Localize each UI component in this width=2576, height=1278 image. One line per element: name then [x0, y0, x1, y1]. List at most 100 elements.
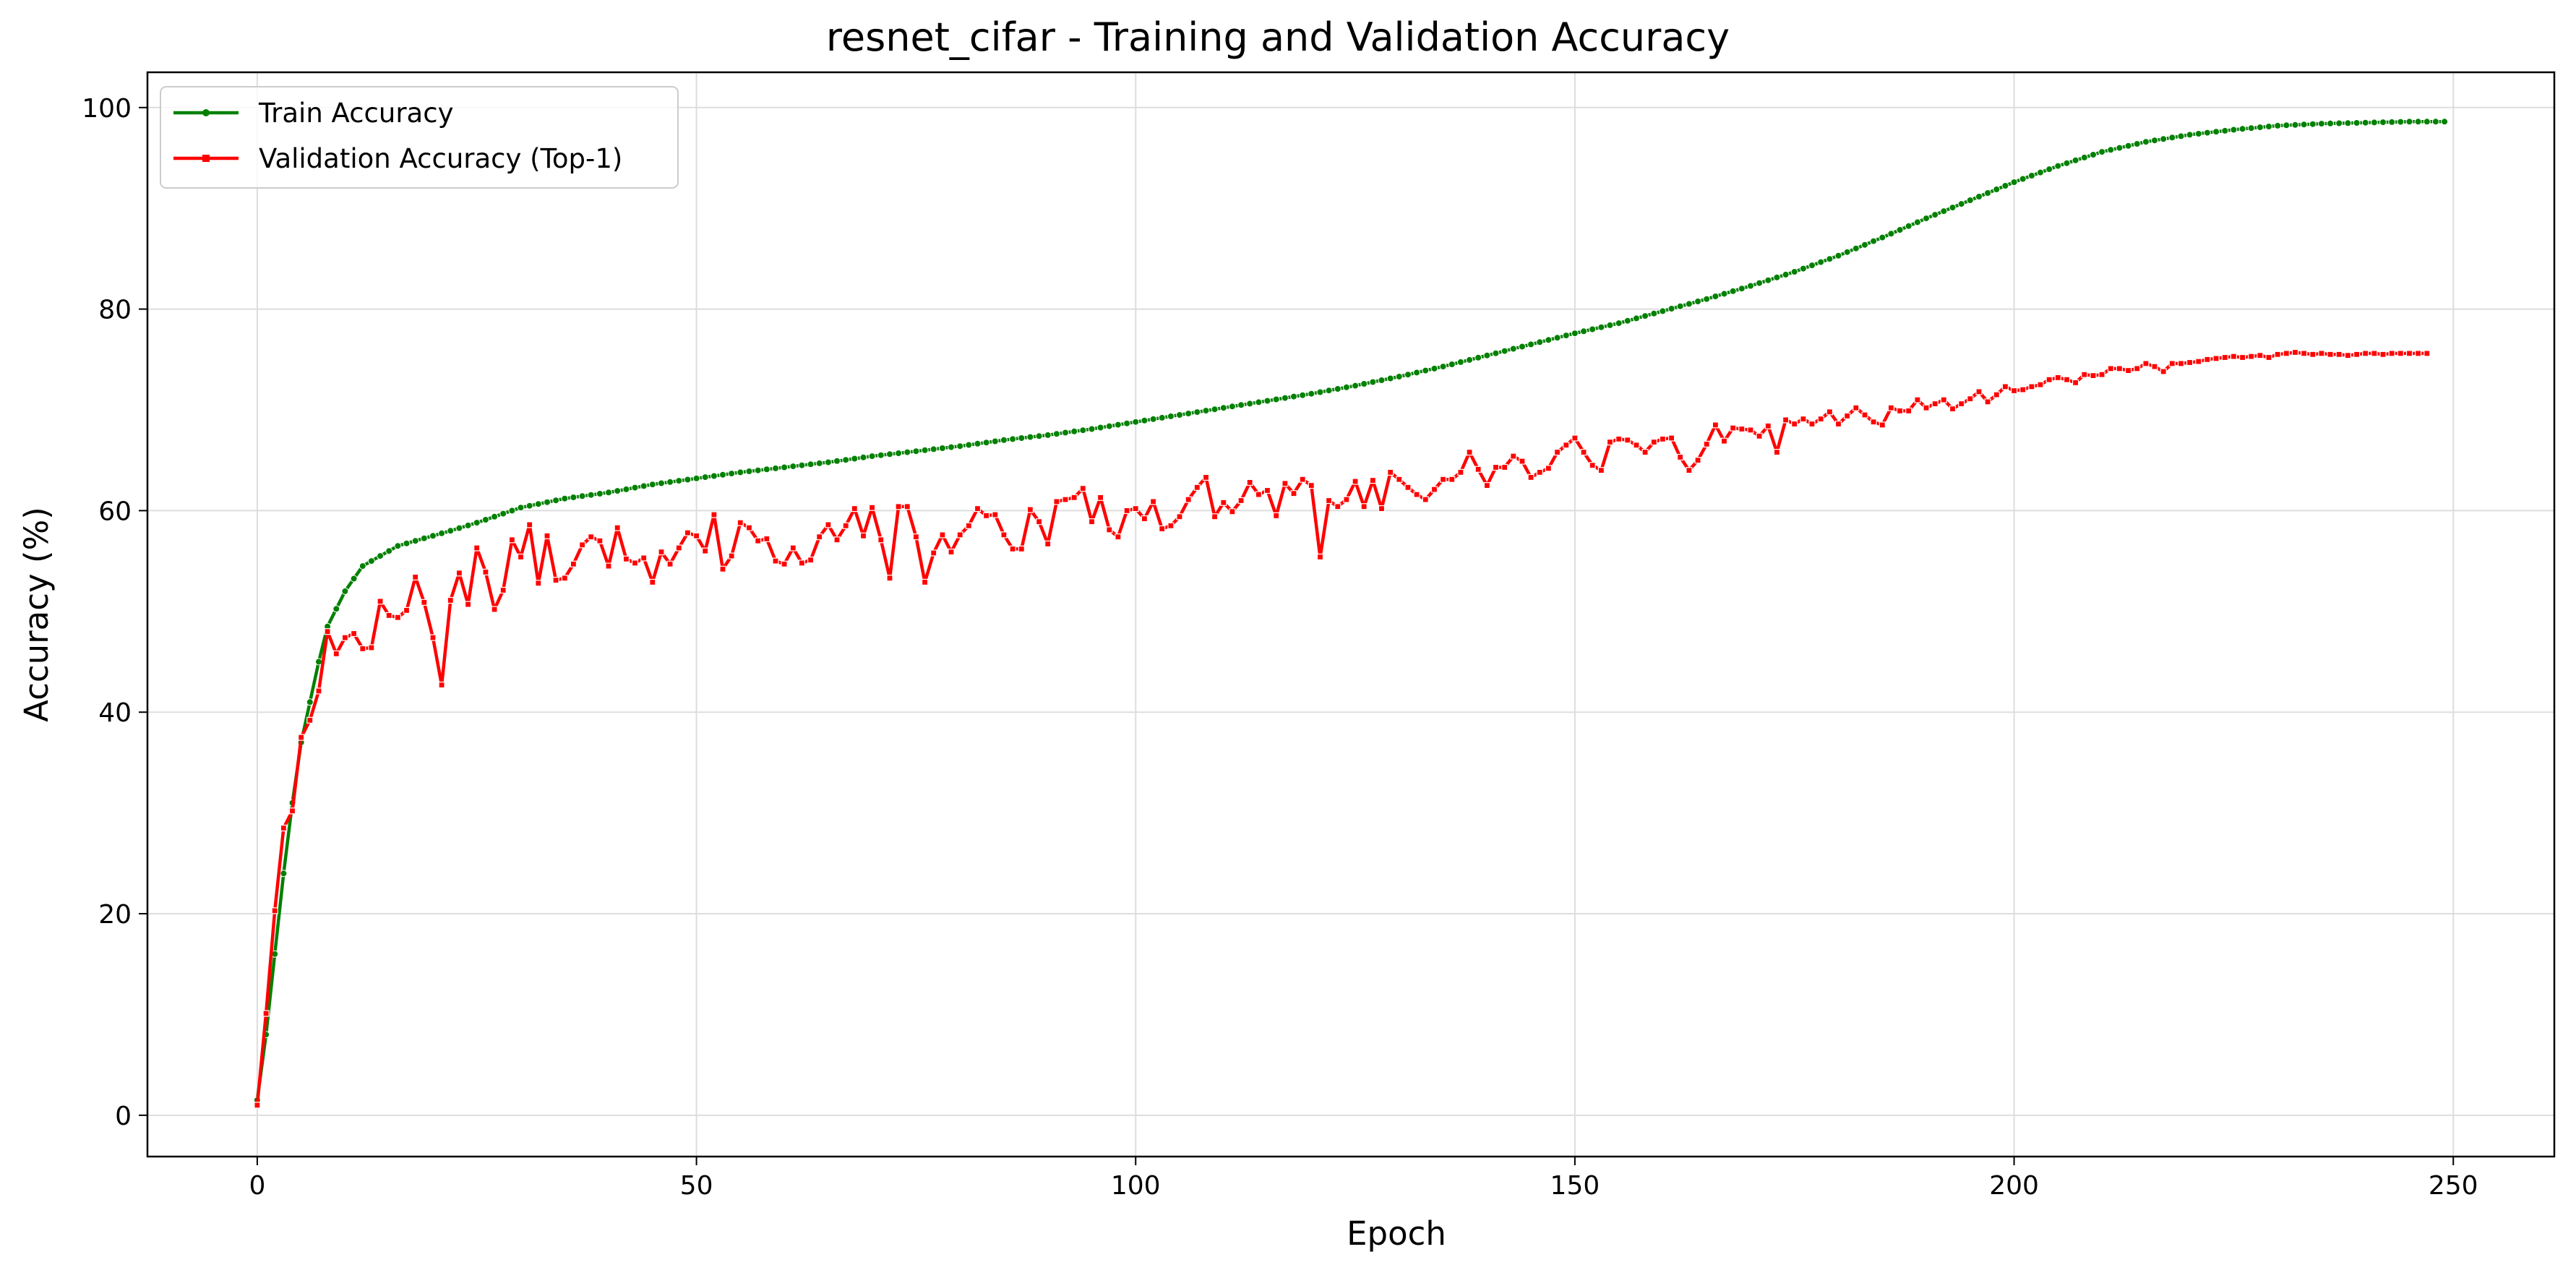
data-point	[710, 511, 718, 518]
data-point	[447, 527, 455, 535]
x-tick-label: 0	[249, 1171, 265, 1201]
data-point	[359, 562, 366, 570]
data-point	[1545, 465, 1552, 472]
data-point	[481, 516, 489, 523]
data-point	[2405, 350, 2413, 357]
data-point	[578, 541, 586, 549]
data-point	[2247, 124, 2255, 132]
data-point	[1615, 320, 1623, 327]
legend-marker-train	[202, 109, 210, 116]
data-point	[2212, 128, 2220, 136]
data-point	[517, 553, 525, 561]
data-point	[798, 461, 806, 469]
data-point	[1167, 412, 1175, 420]
data-point	[1044, 431, 1052, 439]
data-point	[2168, 360, 2176, 367]
data-point	[658, 479, 665, 487]
data-point	[455, 570, 463, 577]
data-point	[596, 490, 604, 497]
data-point	[377, 552, 385, 560]
data-point	[1949, 405, 1957, 413]
data-point	[2027, 172, 2035, 179]
data-point	[1677, 453, 1684, 461]
y-tick-label: 0	[115, 1102, 132, 1131]
series-0	[253, 118, 2449, 1104]
data-point	[2371, 350, 2378, 357]
data-point	[1834, 252, 1842, 260]
data-point	[2362, 350, 2369, 357]
data-point	[411, 537, 419, 545]
data-point	[737, 468, 744, 476]
data-point	[1132, 505, 1139, 513]
data-point	[692, 532, 700, 539]
data-point	[1624, 437, 1631, 444]
data-point	[939, 531, 946, 539]
data-point	[1466, 448, 1473, 456]
legend-entry-train: Train Accuracy	[173, 98, 453, 129]
data-point	[1246, 400, 1254, 408]
data-point	[2151, 137, 2158, 145]
data-point	[367, 557, 375, 565]
data-point	[745, 524, 753, 531]
data-point	[2370, 119, 2378, 126]
data-point	[1712, 421, 1719, 429]
data-point	[544, 498, 551, 506]
data-point	[332, 650, 340, 658]
data-point	[2423, 350, 2431, 357]
x-tick-label: 200	[1989, 1171, 2039, 1201]
data-point	[1571, 330, 1579, 338]
data-point	[2441, 118, 2449, 126]
data-point	[1852, 404, 1860, 411]
data-point	[2037, 381, 2044, 388]
data-point	[965, 441, 973, 449]
legend-entry-validation: Validation Accuracy (Top-1)	[173, 143, 622, 174]
data-point	[517, 504, 525, 512]
data-point	[772, 557, 779, 565]
data-point	[1597, 323, 1605, 331]
data-point	[1773, 273, 1781, 281]
data-point	[2081, 371, 2088, 378]
data-point	[2124, 142, 2132, 150]
data-point	[2186, 359, 2194, 366]
data-point	[1527, 473, 1534, 481]
data-point	[991, 437, 999, 445]
data-point	[1843, 248, 1851, 256]
data-point	[1633, 442, 1640, 449]
data-point	[912, 533, 920, 541]
data-point	[1299, 391, 1307, 399]
data-point	[324, 628, 331, 635]
data-point	[2001, 182, 2009, 189]
data-point	[1096, 424, 1104, 432]
data-point	[815, 459, 823, 467]
data-point	[1597, 467, 1605, 474]
data-point	[833, 457, 841, 465]
data-point	[1281, 394, 1289, 402]
data-point	[895, 503, 902, 510]
data-point	[2098, 148, 2106, 156]
data-point	[631, 484, 639, 492]
data-point	[1800, 415, 1807, 423]
data-point	[2116, 365, 2123, 372]
data-point	[763, 535, 770, 543]
data-point	[2274, 351, 2281, 358]
data-point	[570, 560, 578, 567]
data-point	[640, 482, 648, 490]
data-point	[2230, 353, 2237, 360]
data-point	[2397, 118, 2405, 126]
data-point	[499, 510, 507, 518]
data-point	[684, 476, 692, 484]
data-point	[974, 439, 982, 447]
data-point	[1834, 420, 1842, 428]
data-point	[2414, 118, 2422, 126]
data-point	[1149, 498, 1157, 505]
data-point	[868, 453, 876, 460]
data-point	[1756, 432, 1763, 439]
data-point	[1062, 429, 1069, 437]
y-tick-label: 40	[98, 698, 132, 728]
data-point	[1641, 312, 1649, 320]
data-point	[640, 554, 648, 562]
data-point	[1448, 361, 1456, 368]
y-tick-label: 80	[98, 296, 132, 325]
data-point	[859, 453, 867, 461]
data-point	[1686, 467, 1693, 474]
